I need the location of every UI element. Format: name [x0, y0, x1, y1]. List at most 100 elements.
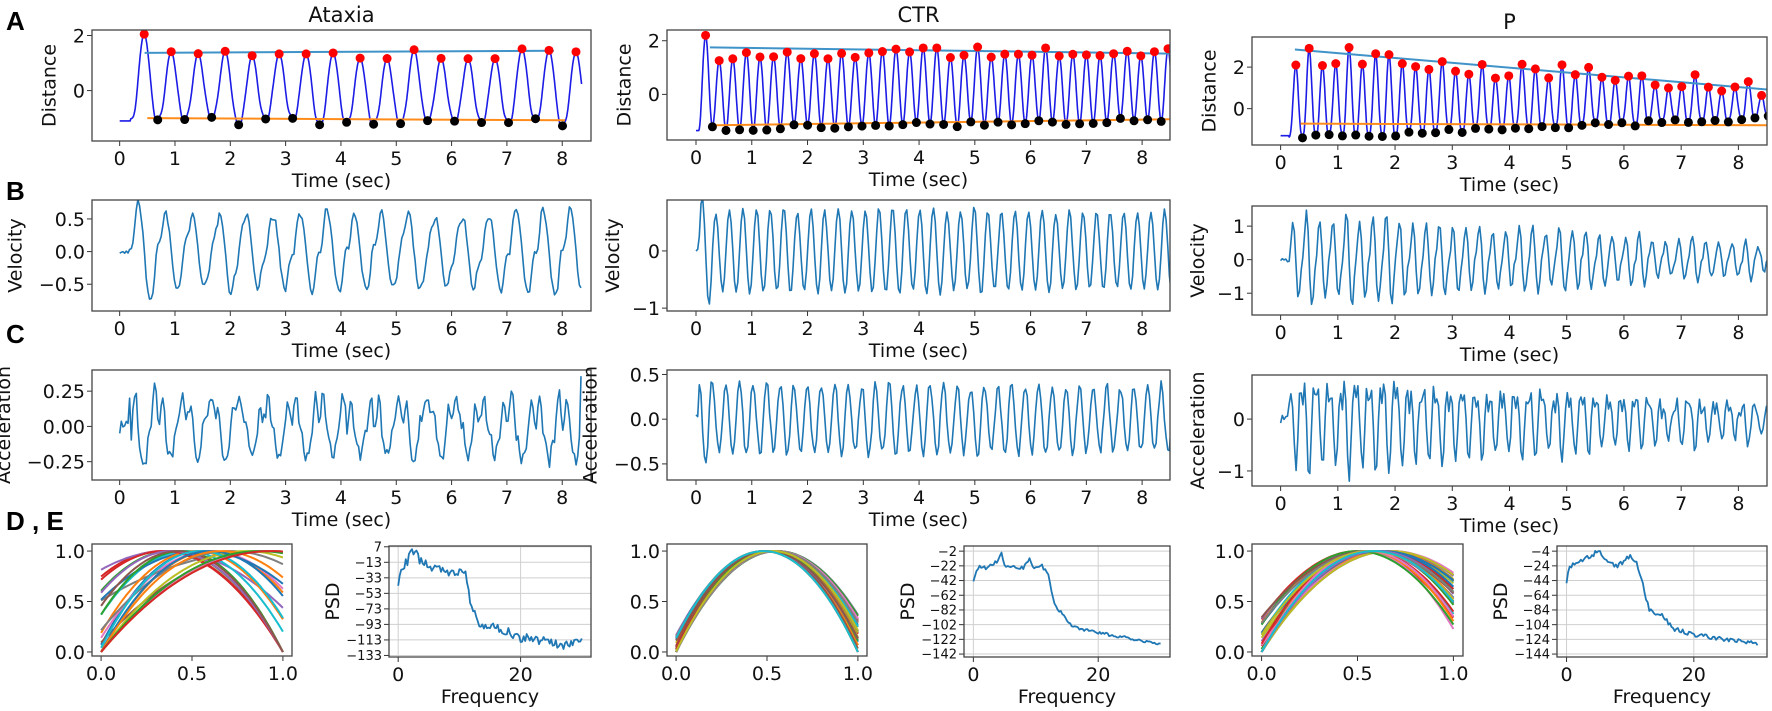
- x-tick-label: 4: [1503, 493, 1515, 515]
- peak-marker: [905, 47, 915, 57]
- x-tick-label: 8: [556, 318, 568, 340]
- x-tick-label: 6: [1025, 318, 1037, 340]
- x-tick-label: 20: [509, 664, 533, 686]
- trough-marker: [1683, 117, 1693, 127]
- acceleration-series: [695, 380, 1170, 464]
- y-tick-label: 1.0: [630, 541, 660, 563]
- peak-marker: [1464, 69, 1474, 79]
- peak-marker: [139, 30, 149, 39]
- y-tick-label: 0: [73, 80, 85, 102]
- trough-marker: [153, 115, 163, 125]
- peak-marker: [782, 47, 792, 57]
- y-axis-label: PSD: [1490, 582, 1512, 620]
- trough-marker: [1337, 131, 1347, 141]
- chart-title-p: P: [1503, 10, 1516, 34]
- x-axis-label: Time (sec): [868, 169, 968, 191]
- trough-marker: [450, 116, 460, 126]
- peak-marker: [1597, 72, 1607, 82]
- peak-marker: [1136, 51, 1146, 61]
- axes-frame: [1251, 374, 1768, 487]
- psd-series: [1565, 550, 1759, 646]
- ctr-psd-chart: 0 20 −2−22−42−62−82−102−122−142 Frequency PS…: [897, 545, 1171, 708]
- ataxia-psd-chart: 0 20 7−13−33−53−73−93−113−133 Frequency PSD: [322, 540, 592, 708]
- x-tick-label: 8: [1732, 493, 1744, 515]
- x-tick-label: 2: [801, 487, 813, 509]
- x-tick-label: 2: [1389, 322, 1401, 344]
- x-tick-label: 5: [390, 318, 402, 340]
- peak-marker: [1517, 59, 1527, 69]
- trough-marker: [830, 123, 840, 133]
- panel-letter-c: C: [6, 319, 25, 349]
- x-axis-label: Frequency: [1613, 686, 1711, 708]
- x-tick-label: 3: [1446, 493, 1458, 515]
- peak-marker: [220, 46, 230, 56]
- trough-marker: [1524, 124, 1534, 134]
- y-tick-label: 7: [374, 540, 382, 555]
- peak-marker: [1610, 75, 1620, 85]
- y-tick-label: 0.5: [1215, 591, 1245, 613]
- trough-marker: [775, 124, 785, 134]
- peak-marker: [864, 48, 874, 58]
- trough-marker: [531, 114, 541, 124]
- peak-marker: [328, 48, 338, 58]
- trough-marker: [1617, 118, 1627, 128]
- peak-marker: [1317, 61, 1327, 71]
- trough-marker: [1590, 118, 1600, 128]
- axes-frame: [91, 369, 592, 481]
- peak-marker: [1291, 60, 1301, 70]
- y-tick-label: −1: [1217, 283, 1245, 305]
- x-tick-label: 1.0: [268, 663, 298, 685]
- x-tick-label: 1: [1332, 152, 1344, 174]
- x-tick-label: 0: [690, 147, 702, 169]
- trough-marker: [1061, 119, 1071, 129]
- y-tick-label: 0: [1233, 250, 1245, 272]
- x-tick-label: 7: [501, 487, 513, 509]
- trough-marker: [1351, 130, 1361, 140]
- x-axis-label: Time (sec): [1459, 515, 1559, 537]
- y-tick-label: 0.5: [630, 364, 660, 386]
- y-tick-label: −1: [632, 298, 660, 320]
- x-tick-label: 0.5: [752, 663, 782, 685]
- peak-marker: [1504, 71, 1514, 81]
- x-tick-label: 0.5: [177, 663, 207, 685]
- x-tick-label: 1.0: [843, 663, 873, 685]
- y-tick-label: 0.5: [630, 591, 660, 613]
- x-tick-label: 2: [224, 148, 236, 170]
- peak-marker: [544, 45, 554, 55]
- trough-marker: [1697, 117, 1707, 127]
- x-tick-label: 4: [1503, 152, 1515, 174]
- y-tick-label: −102: [921, 618, 957, 633]
- peak-marker: [945, 53, 955, 63]
- peak-marker: [1451, 66, 1461, 76]
- ataxia-distance-chart: 0 1 2 3 4 5 6 7 8 0 2 Time (sec) Distance: [39, 25, 592, 192]
- peak-marker: [1624, 71, 1634, 81]
- x-tick-label: 8: [1732, 152, 1744, 174]
- trough-marker: [180, 115, 190, 125]
- peak-marker: [728, 54, 738, 64]
- trough-marker: [1497, 125, 1507, 135]
- peak-marker: [1743, 77, 1753, 87]
- peak-marker: [463, 54, 473, 64]
- peak-marker: [1371, 49, 1381, 59]
- y-tick-label: 0.5: [55, 209, 85, 231]
- ctr-mode-curves-chart: 0.0 0.5 1.0 0.0 0.5 1.0: [630, 541, 873, 685]
- trough-marker: [721, 125, 731, 135]
- x-tick-label: 4: [913, 147, 925, 169]
- trough-marker: [1537, 122, 1547, 132]
- y-axis-label: Distance: [614, 43, 636, 126]
- peak-marker: [571, 47, 581, 57]
- x-tick-label: 3: [1446, 322, 1458, 344]
- plot-area: [1280, 209, 1767, 306]
- y-tick-label: 2: [1233, 57, 1245, 79]
- peak-marker: [1570, 70, 1580, 80]
- peak-marker: [877, 47, 887, 57]
- x-tick-label: 6: [446, 487, 458, 509]
- peak-marker: [796, 54, 806, 64]
- axes-frame: [963, 545, 1171, 658]
- x-tick-label: 0.0: [661, 663, 691, 685]
- y-tick-label: −0.5: [614, 454, 660, 476]
- peak-marker: [837, 48, 847, 58]
- trough-marker: [1156, 116, 1166, 126]
- y-axis-label: PSD: [897, 582, 919, 620]
- plot-area: [695, 380, 1170, 464]
